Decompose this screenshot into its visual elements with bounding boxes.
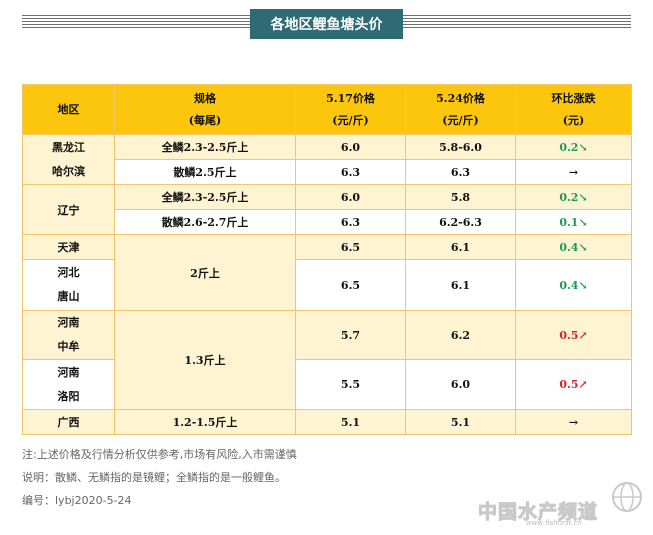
price-524-cell: 6.2-6.3 [405,209,516,235]
flat-arrow-icon: → [568,415,579,429]
table-row: 天津 2斤上 6.5 6.1 0.4↘ [22,234,632,311]
price-517-cell: 6.3 [295,209,406,235]
header-divider-right [403,15,631,29]
down-arrow-icon: ↘ [578,240,588,254]
change-cell: 0.4↘ [515,259,632,311]
table-row: 河南 洛阳 5.5 6.0 0.5↗ [22,359,632,410]
region-cell: 辽宁 [22,184,115,235]
explanation-note: 说明：散鳞、无鳞指的是镜鲤；全鳞指的是一般鲤鱼。 [22,471,286,484]
change-value: 0.4 [559,240,579,254]
spec-cell: 全鳞2.3-2.5斤上 [114,134,296,160]
change-cell: 0.2↘ [515,134,632,160]
change-value: 0.2 [559,190,579,204]
price-524-cell: 6.1 [405,259,516,311]
region-cell: 天津 [22,234,115,260]
price-517-cell: 6.5 [295,234,406,260]
price-517-cell: 5.5 [295,359,406,410]
price-524-cell: 6.0 [405,359,516,410]
change-cell: 0.5↗ [515,359,632,410]
region-cell: 河北 唐山 [22,259,115,311]
serial-number: 编号：lybj2020-5-24 [22,494,132,507]
globe-logo-icon [612,482,642,512]
price-524-cell: 5.1 [405,409,516,435]
change-cell: → [515,159,632,185]
watermark-url: www.fishfirst.cn [526,519,582,527]
down-arrow-icon: ↘ [578,278,588,292]
change-value: 0.5 [559,378,579,391]
price-517-cell: 6.3 [295,159,406,185]
header-divider-left [22,15,250,29]
up-arrow-icon: ↗ [578,378,588,391]
table-row: 河南 中牟 1.3斤上 5.7 6.2 0.5↗ [22,310,632,410]
down-arrow-icon: ↘ [578,140,588,154]
table-row: 河北 唐山 6.5 6.1 0.4↘ [22,259,632,311]
price-524-cell: 5.8-6.0 [405,134,516,160]
spec-cell: 散鳞2.6-2.7斤上 [114,209,296,235]
change-cell: → [515,409,632,435]
table-row: 散鳞2.6-2.7斤上 6.3 6.2-6.3 0.1↘ [23,209,632,235]
page-title: 各地区鲤鱼塘头价 [250,9,403,39]
spec-cell: 全鳞2.3-2.5斤上 [114,184,296,210]
table-header-row: 地区 规格 (每尾) 5.17价格 (元/斤) 5.24价格 (元/斤) 环比涨跌 (元… [22,84,632,135]
spec-cell: 1.2-1.5斤上 [114,409,296,435]
region-cell: 广西 [22,409,115,435]
disclaimer-note: 注:上述价格及行情分析仅供参考,市场有风险,入市需谨慎 [22,448,297,461]
price-524-cell: 6.1 [405,234,516,260]
region-cell: 河南 洛阳 [22,359,115,410]
table-row: 散鳞2.5斤上 6.3 6.3 → [23,159,632,185]
price-517-cell: 6.5 [295,259,406,311]
change-cell: 0.5↗ [515,310,632,360]
header-price-524: 5.24价格 (元/斤) [405,84,516,135]
change-cell: 0.4↘ [515,234,632,260]
table-row: 辽宁 全鳞2.3-2.5斤上 6.0 5.8 0.2↘ [22,184,632,235]
price-524-cell: 5.8 [405,184,516,210]
change-cell: 0.2↘ [515,184,632,210]
change-value: 0.5 [559,328,579,342]
down-arrow-icon: ↘ [578,190,588,204]
flat-arrow-icon: → [568,165,579,179]
price-517-cell: 6.0 [295,134,406,160]
price-517-cell: 5.1 [295,409,406,435]
region-cell: 河南 中牟 [22,310,115,360]
change-cell: 0.1↘ [515,209,632,235]
price-517-cell: 6.0 [295,184,406,210]
down-arrow-icon: ↘ [578,215,588,229]
watermark-logo-text: 中国水产频道 [477,501,599,524]
price-524-cell: 6.3 [405,159,516,185]
header-spec: 规格 (每尾) [114,84,296,135]
spec-cell: 散鳞2.5斤上 [114,159,296,185]
region-cell: 黑龙江 哈尔滨 [22,134,115,185]
price-table: 地区 规格 (每尾) 5.17价格 (元/斤) 5.24价格 (元/斤) 环比涨跌 (元… [22,84,632,435]
up-arrow-icon: ↗ [578,328,588,342]
spec-cell: 2斤上 [114,234,296,311]
table-row: 广西 1.2-1.5斤上 5.1 5.1 → [22,409,632,435]
header-change: 环比涨跌 (元) [515,84,632,135]
header-region: 地区 [22,84,115,135]
header-price-517: 5.17价格 (元/斤) [295,84,406,135]
price-517-cell: 5.7 [295,310,406,360]
spec-cell: 1.3斤上 [114,310,296,410]
change-value: 0.4 [559,278,579,292]
price-524-cell: 6.2 [405,310,516,360]
table-row: 黑龙江 哈尔滨 全鳞2.3-2.5斤上 6.0 5.8-6.0 0.2↘ [22,134,632,185]
change-value: 0.2 [559,140,579,154]
change-value: 0.1 [559,215,579,229]
